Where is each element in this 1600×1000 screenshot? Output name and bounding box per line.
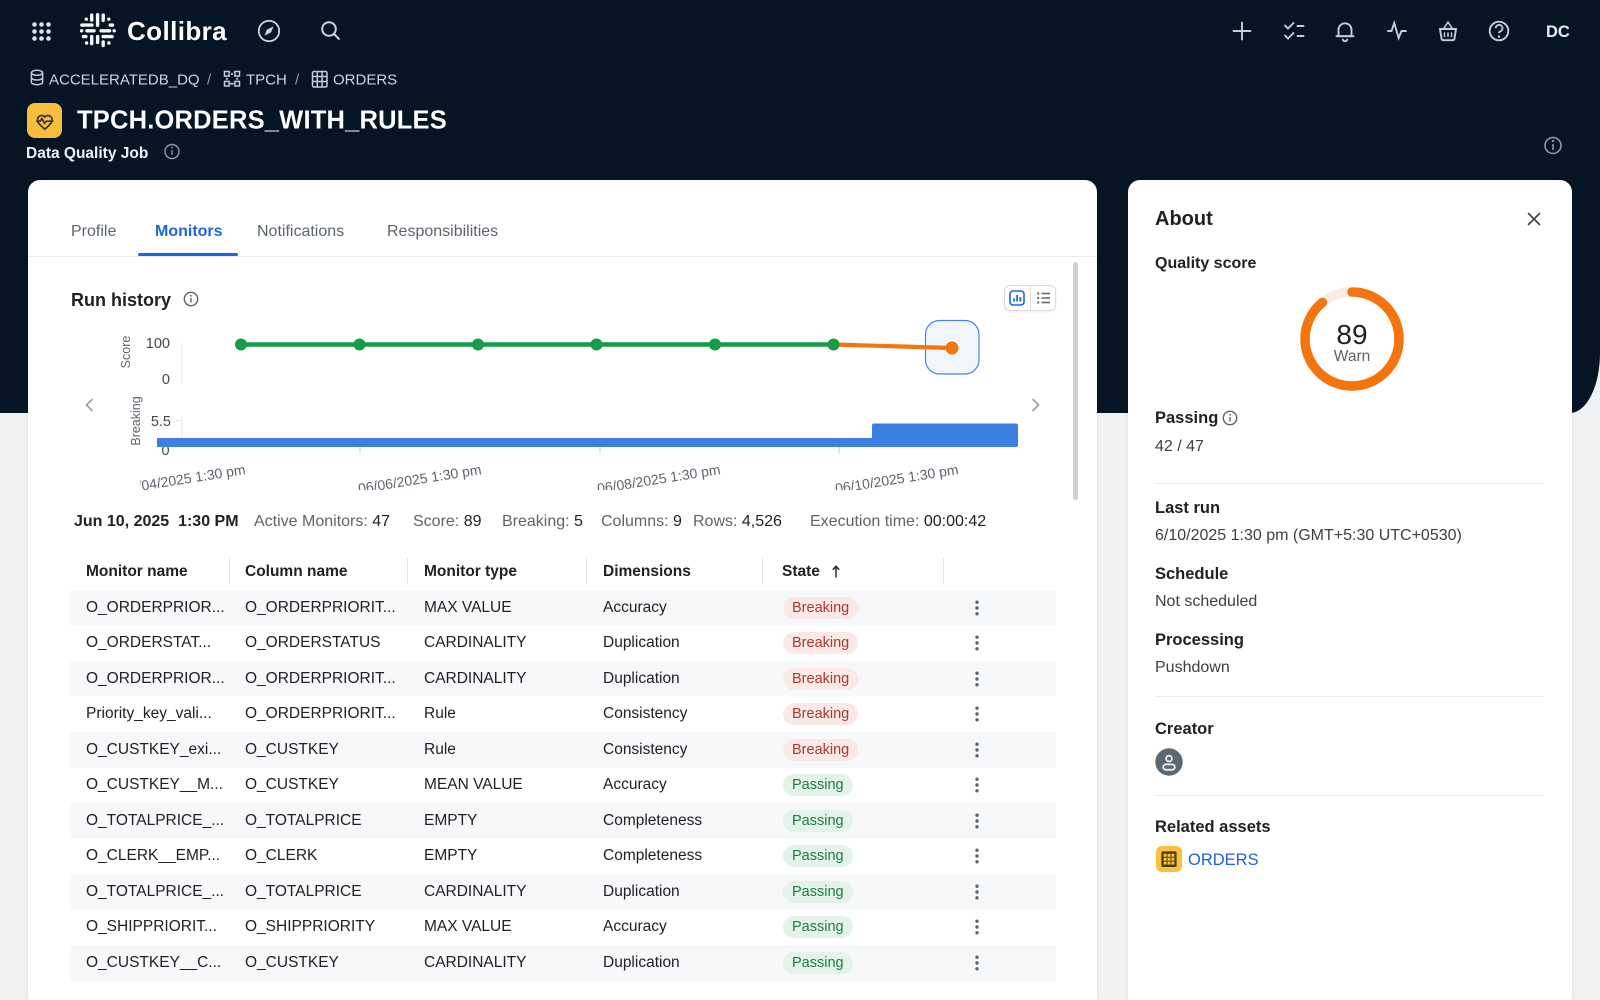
svg-text:89: 89 xyxy=(1336,319,1367,350)
svg-text:TPCH: TPCH xyxy=(246,72,287,89)
svg-text:ORDERS: ORDERS xyxy=(333,72,397,89)
svg-text:Warn: Warn xyxy=(1334,348,1370,365)
svg-text:ACCELERATEDB_DQ: ACCELERATEDB_DQ xyxy=(49,72,200,89)
svg-text:TPCH.ORDERS_WITH_RULES: TPCH.ORDERS_WITH_RULES xyxy=(77,107,447,135)
svg-text:/: / xyxy=(207,72,212,89)
svg-text:06/10/2025 1:30 pm: 06/10/2025 1:30 pm xyxy=(834,461,960,490)
svg-text:06/08/2025 1:30 pm: 06/08/2025 1:30 pm xyxy=(596,461,722,490)
svg-text:/: / xyxy=(295,72,300,89)
svg-text:06/04/2025 1:30 pm: 06/04/2025 1:30 pm xyxy=(140,461,246,490)
svg-text:DC: DC xyxy=(1546,23,1570,41)
svg-text:Collibra: Collibra xyxy=(127,16,227,46)
svg-text:Data Quality Job: Data Quality Job xyxy=(26,145,148,162)
svg-text:06/06/2025 1:30 pm: 06/06/2025 1:30 pm xyxy=(357,461,483,490)
